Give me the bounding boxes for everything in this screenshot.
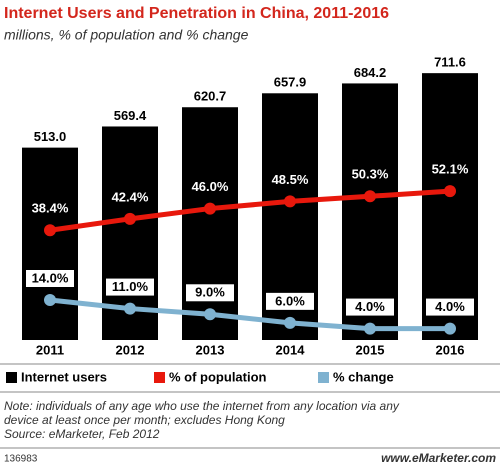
marker <box>204 202 216 215</box>
x-tick-label: 2014 <box>276 342 306 357</box>
value-label: 6.0% <box>275 293 305 308</box>
note: device at least once per month; excludes… <box>4 413 285 427</box>
x-tick-label: 2011 <box>36 342 64 357</box>
value-label: 4.0% <box>355 299 385 314</box>
label-background <box>346 298 394 316</box>
value-label: 50.3% <box>352 167 389 182</box>
value-label: 38.4% <box>32 201 69 216</box>
x-tick-label: 2016 <box>436 342 465 357</box>
bar <box>182 107 238 340</box>
marker <box>124 302 136 315</box>
chart-title: Internet Users and Penetration in China,… <box>4 5 389 22</box>
marker <box>204 308 216 321</box>
value-label: 513.0 <box>34 129 67 144</box>
value-label: 620.7 <box>194 89 227 104</box>
marker <box>444 322 456 335</box>
bar <box>22 147 78 340</box>
x-tick-label: 2013 <box>196 342 225 357</box>
marker <box>44 294 56 306</box>
legend-swatch <box>6 372 17 383</box>
label-background <box>426 298 474 316</box>
chart-id: 136983 <box>4 454 38 465</box>
marker <box>124 212 136 225</box>
legend-label: % of population <box>169 369 267 384</box>
chart-subtitle: millions, % of population and % change <box>4 27 249 43</box>
legend-label: % change <box>333 369 394 384</box>
value-label: 684.2 <box>354 65 387 80</box>
marker <box>284 316 296 329</box>
bar <box>342 83 398 341</box>
value-label: 657.9 <box>274 75 307 90</box>
value-label: 14.0% <box>32 270 69 285</box>
label-background <box>266 292 314 310</box>
value-label: 42.4% <box>112 189 149 204</box>
bar <box>422 73 478 341</box>
marker <box>364 190 376 203</box>
marker <box>364 322 376 335</box>
value-label: 11.0% <box>112 279 149 294</box>
value-label: 711.6 <box>434 55 466 70</box>
value-label: 48.5% <box>272 172 309 187</box>
marker <box>444 185 456 198</box>
brand: www.eMarketer.com <box>381 451 496 465</box>
label-background <box>26 270 74 287</box>
value-label: 569.4 <box>114 108 147 123</box>
legend-swatch <box>154 372 165 383</box>
value-label: 46.0% <box>192 179 229 194</box>
legend-swatch <box>318 372 329 383</box>
value-label: 52.1% <box>432 162 469 177</box>
value-label: 9.0% <box>195 285 225 300</box>
legend-label: Internet users <box>21 369 107 384</box>
marker <box>44 224 56 237</box>
source: Source: eMarketer, Feb 2012 <box>4 427 160 441</box>
line <box>49 297 450 332</box>
label-background <box>186 284 234 302</box>
x-tick-label: 2012 <box>116 342 145 357</box>
marker <box>284 195 296 208</box>
value-label: 4.0% <box>435 299 465 314</box>
note: Note: individuals of any age who use the… <box>4 399 400 413</box>
x-tick-label: 2015 <box>356 342 385 357</box>
line <box>49 188 451 233</box>
label-background <box>106 278 154 296</box>
